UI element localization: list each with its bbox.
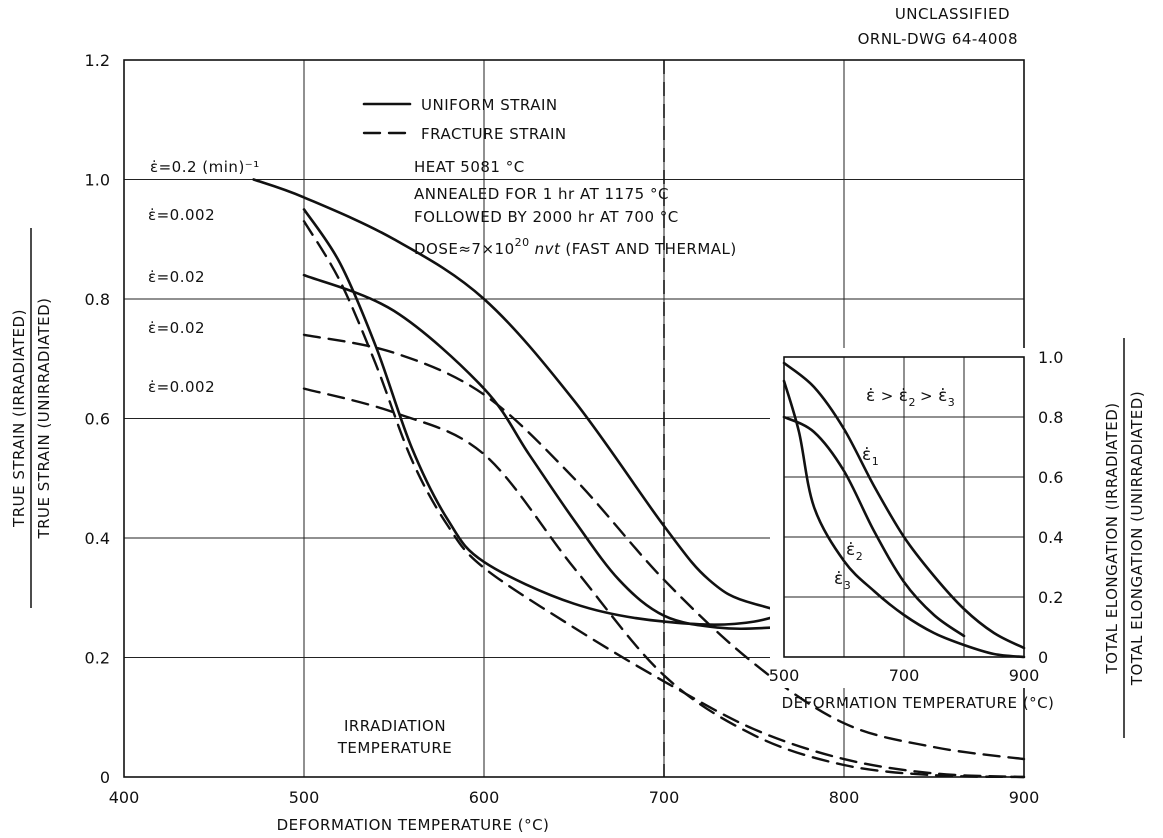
main-x-axis-label: DEFORMATION TEMPERATURE (°C) (277, 816, 550, 834)
note-anneal: ANNEALED FOR 1 hr AT 1175 °C (414, 185, 669, 203)
inset-label-e3: ε̇3 (834, 569, 851, 592)
inset-grid (784, 357, 1024, 657)
main-x-tick-label: 800 (829, 788, 860, 807)
inset-relation-label: ε̇ > ε̇2 > ε̇3 (866, 386, 955, 409)
inset-background (770, 348, 1100, 688)
inset-y-tick-label: 0.6 (1038, 468, 1063, 487)
main-x-tick-label: 400 (109, 788, 140, 807)
series-label-fracture-0-002: ε̇=0.002 (148, 378, 215, 396)
inset-y-tick-labels: 0 0.2 0.4 0.6 0.8 1.0 (1038, 348, 1063, 667)
note-followed: FOLLOWED BY 2000 hr AT 700 °C (414, 208, 679, 226)
inset-x-tick-label: 700 (889, 666, 920, 685)
dose-suffix: (FAST AND THERMAL) (565, 240, 736, 258)
note-heat: HEAT 5081 °C (414, 158, 525, 176)
fracture-strain-series-3 (302, 333, 1026, 761)
main-x-tick-label: 600 (469, 788, 500, 807)
inset-plot: 500 700 900 0 0.2 0.4 0.6 0.8 1.0 DEFORMATION T… (769, 338, 1146, 738)
inset-label-e2: ε̇2 (846, 540, 863, 563)
inset-y-label-numerator: TOTAL ELONGATION (IRRADIATED) (1103, 402, 1121, 674)
series-label-uniform-0-2: ε̇=0.2 (min)⁻¹ (150, 158, 260, 176)
legend-fracture-label: FRACTURE STRAIN (421, 125, 567, 143)
main-x-tick-labels: 400 500 600 700 800 900 (109, 788, 1040, 807)
drawing-number: ORNL-DWG 64-4008 (858, 30, 1018, 48)
main-x-tick-label: 900 (1009, 788, 1040, 807)
inset-label-e1: ε̇1 (862, 445, 879, 468)
main-x-tick-label: 500 (289, 788, 320, 807)
main-y-label-denominator: TRUE STRAIN (UNIRRADIATED) (35, 297, 53, 539)
series-label-fracture-0-02: ε̇=0.02 (148, 319, 205, 337)
main-y-axis-label: TRUE STRAIN (IRRADIATED) TRUE STRAIN (UN… (10, 228, 53, 608)
inset-x-tick-label: 900 (1009, 666, 1040, 685)
inset-y-tick-label: 0.8 (1038, 408, 1063, 427)
fracture-strain-series-5 (302, 220, 1026, 779)
inset-series-1 (782, 361, 1026, 650)
main-y-tick-label: 0.2 (85, 649, 110, 668)
irradiation-label-line1: IRRADIATION (344, 717, 446, 735)
inset-y-tick-label: 0.4 (1038, 528, 1063, 547)
classification-label: UNCLASSIFIED (895, 5, 1010, 23)
inset-x-axis-label: DEFORMATION TEMPERATURE (°C) (782, 694, 1055, 712)
fracture-strain-series-4 (302, 387, 1026, 779)
uniform-strain-series-1 (302, 208, 846, 626)
inset-series-2 (782, 415, 966, 638)
main-y-tick-labels: 0 0.2 0.4 0.6 0.8 1.0 1.2 (85, 51, 110, 787)
main-y-tick-label: 0.6 (85, 410, 110, 429)
inset-y-tick-label: 0.2 (1038, 588, 1063, 607)
main-y-tick-label: 1.2 (85, 51, 110, 70)
irradiation-label-background (314, 710, 474, 768)
legend-uniform-label: UNIFORM STRAIN (421, 96, 558, 114)
inset-x-tick-labels: 500 700 900 (769, 666, 1040, 685)
main-y-label-numerator: TRUE STRAIN (IRRADIATED) (10, 309, 28, 528)
series-label-uniform-0-002: ε̇=0.002 (148, 206, 215, 224)
dose-exponent: 20 (515, 236, 530, 249)
main-y-tick-label: 0.4 (85, 529, 110, 548)
dose-unit: nvt (535, 240, 561, 258)
main-x-tick-label: 700 (649, 788, 680, 807)
inset-y-tick-label: 0 (1038, 648, 1048, 667)
inset-series-group (782, 361, 1026, 659)
note-dose: DOSE≈7×1020 nvt (FAST AND THERMAL) (414, 236, 737, 258)
inset-plot-frame (783, 356, 1025, 658)
main-y-tick-label: 0 (100, 768, 110, 787)
inset-y-tick-label: 1.0 (1038, 348, 1063, 367)
series-label-uniform-0-02: ε̇=0.02 (148, 268, 205, 286)
dose-prefix: DOSE≈7×10 (414, 240, 515, 258)
inset-series-3 (782, 379, 1026, 659)
main-y-tick-label: 0.8 (85, 290, 110, 309)
inset-y-label-denominator: TOTAL ELONGATION (UNIRRADIATED) (1128, 391, 1146, 686)
inset-y-axis-label: TOTAL ELONGATION (IRRADIATED) TOTAL ELON… (1103, 338, 1146, 738)
inset-x-tick-label: 500 (769, 666, 800, 685)
irradiation-label-line2: TEMPERATURE (337, 739, 453, 757)
main-y-tick-label: 1.0 (85, 171, 110, 190)
